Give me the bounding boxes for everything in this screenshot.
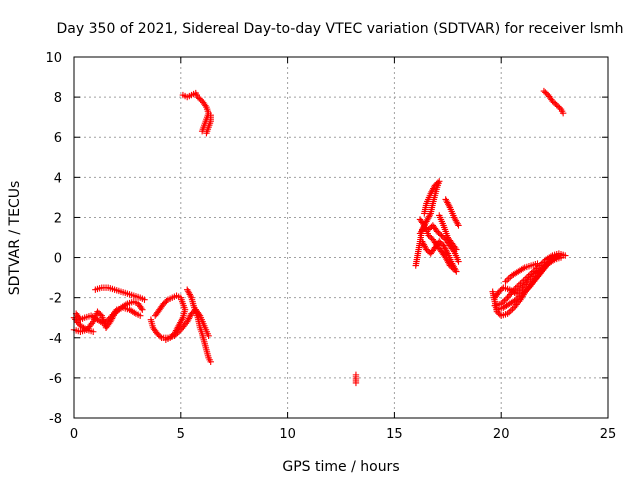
y-tick-label: 6 — [54, 131, 62, 146]
data-point — [420, 220, 427, 228]
x-tick-label: 15 — [386, 427, 403, 442]
y-tick-label: 2 — [54, 211, 62, 226]
data-point — [449, 265, 456, 272]
data-point — [137, 312, 144, 319]
data-point — [141, 296, 148, 303]
data-point — [352, 379, 360, 387]
data-point — [139, 306, 146, 313]
data-point — [455, 258, 462, 265]
y-tick-label: 0 — [54, 252, 62, 267]
data-point — [168, 333, 175, 340]
data-point — [452, 244, 459, 252]
x-tick-label: 25 — [600, 427, 617, 442]
plot-frame — [73, 56, 609, 419]
x-axis-title: GPS time / hours — [282, 459, 399, 475]
data-points — [70, 87, 569, 387]
y-tick-label: 10 — [45, 51, 62, 66]
data-point — [202, 102, 209, 109]
data-point — [557, 254, 565, 261]
chart-title: Day 350 of 2021, Sidereal Day-to-day VTE… — [57, 21, 624, 37]
data-point — [90, 328, 97, 335]
x-tick-label: 5 — [177, 427, 185, 442]
y-tick-label: -4 — [49, 332, 62, 347]
data-point — [97, 311, 104, 318]
data-point — [421, 210, 428, 217]
data-point — [534, 260, 541, 267]
data-point — [559, 109, 567, 117]
data-point — [205, 332, 212, 339]
y-tick-label: -2 — [49, 292, 62, 307]
grid-lines — [74, 57, 608, 418]
data-point — [455, 222, 462, 229]
data-point — [556, 104, 563, 112]
data-point — [207, 358, 214, 366]
data-point — [162, 336, 170, 343]
y-tick-label: -8 — [49, 412, 62, 427]
data-point — [498, 285, 506, 293]
x-tick-label: 20 — [493, 427, 510, 442]
data-point — [453, 246, 460, 253]
data-point — [156, 333, 164, 340]
y-axis-title: SDTVAR / TECUs — [7, 181, 23, 296]
data-point — [562, 252, 569, 259]
x-tick-label: 0 — [70, 427, 78, 442]
y-tick-label: -6 — [49, 372, 62, 387]
x-tick-label: 10 — [279, 427, 296, 442]
tick-labels: 0 5 10 15 20 25 -8 -6 -4 -2 0 2 4 6 8 10 — [45, 51, 616, 442]
data-point — [207, 111, 214, 119]
data-point — [451, 266, 458, 273]
data-point — [138, 304, 145, 312]
data-point — [496, 311, 503, 318]
y-tick-label: 8 — [54, 91, 62, 106]
y-tick-label: 4 — [54, 171, 62, 186]
data-point — [163, 297, 170, 305]
